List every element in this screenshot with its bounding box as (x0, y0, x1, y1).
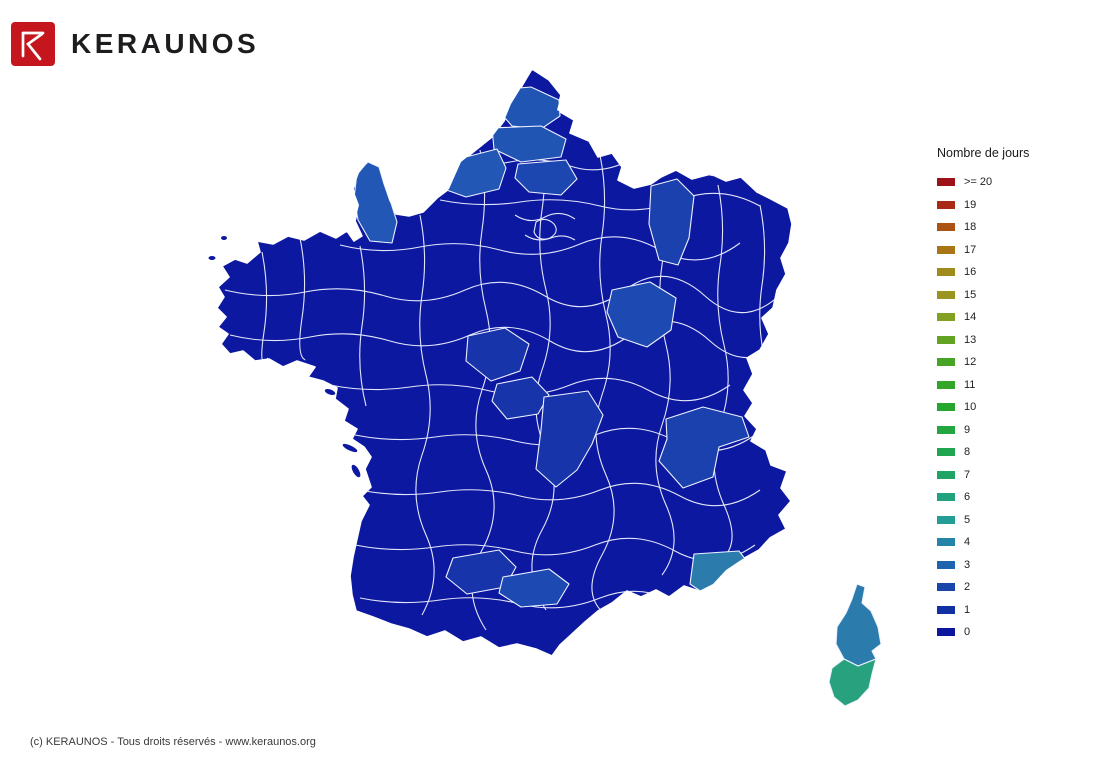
dept-isere-savoie (658, 406, 750, 489)
legend-swatch (937, 200, 955, 209)
legend-item: 11 (937, 374, 1029, 397)
brand-header: KERAUNOS (10, 21, 259, 67)
legend: Nombre de jours >= 20 19 18 17 16 15 14 … (937, 146, 1029, 644)
keraunos-logo-icon[interactable] (10, 21, 56, 67)
legend-item: 13 (937, 329, 1029, 352)
legend-item: 4 (937, 531, 1029, 554)
dept-creuse (491, 376, 550, 420)
legend-label: 19 (964, 198, 977, 211)
dept-indre (465, 327, 530, 382)
legend-label: 0 (964, 626, 971, 639)
legend-item: 0 (937, 621, 1029, 644)
legend-rows: >= 20 19 18 17 16 15 14 13 12 11 10 (937, 171, 1029, 644)
legend-label: 18 (964, 221, 977, 234)
legend-swatch (937, 560, 955, 569)
legend-item: 5 (937, 509, 1029, 532)
legend-item: >= 20 (937, 171, 1029, 194)
legend-label: 2 (964, 581, 971, 594)
legend-item: 16 (937, 261, 1029, 284)
legend-swatch (937, 403, 955, 412)
dept-haute-corse (835, 583, 882, 667)
legend-item: 14 (937, 306, 1029, 329)
legend-item: 7 (937, 464, 1029, 487)
legend-label: 17 (964, 243, 977, 256)
legend-swatch (937, 290, 955, 299)
legend-swatch (937, 245, 955, 254)
corsica (828, 583, 882, 707)
legend-swatch (937, 223, 955, 232)
copyright-text: (c) KERAUNOS - Tous droits réservés - ww… (30, 736, 316, 748)
brand-name: KERAUNOS (71, 28, 260, 59)
legend-swatch (937, 380, 955, 389)
legend-item: 1 (937, 599, 1029, 622)
legend-label: 3 (964, 558, 971, 571)
legend-label: 10 (964, 401, 977, 414)
legend-swatch (937, 425, 955, 434)
logo-k-glyph (21, 31, 45, 61)
atlantic-islands (208, 236, 361, 478)
legend-item: 3 (937, 554, 1029, 577)
dept-seine-maritime (437, 148, 507, 198)
legend-item: 9 (937, 419, 1029, 442)
dept-haute-marne (606, 281, 677, 348)
legend-item: 15 (937, 284, 1029, 307)
dept-meuse (648, 178, 695, 266)
legend-label: 14 (964, 311, 977, 324)
legend-label: 13 (964, 333, 977, 346)
legend-swatch (937, 538, 955, 547)
legend-item: 10 (937, 396, 1029, 419)
legend-swatch (937, 493, 955, 502)
legend-label: 9 (964, 423, 971, 436)
dept-aude (498, 568, 570, 608)
legend-swatch (937, 268, 955, 277)
legend-label: 16 (964, 266, 977, 279)
legend-label: 5 (964, 513, 971, 526)
legend-swatch (937, 358, 955, 367)
legend-swatch (937, 178, 955, 187)
legend-item: 8 (937, 441, 1029, 464)
legend-label: 11 (964, 378, 976, 391)
dept-corse-du-sud (828, 658, 877, 707)
legend-swatch (937, 313, 955, 322)
legend-label: 4 (964, 536, 971, 549)
legend-item: 6 (937, 486, 1029, 509)
legend-swatch (937, 628, 955, 637)
legend-swatch (937, 335, 955, 344)
legend-swatch (937, 448, 955, 457)
legend-swatch (937, 470, 955, 479)
highlighted-departments (353, 86, 754, 608)
legend-item: 19 (937, 194, 1029, 217)
legend-swatch (937, 605, 955, 614)
legend-swatch (937, 583, 955, 592)
legend-item: 12 (937, 351, 1029, 374)
legend-item: 2 (937, 576, 1029, 599)
legend-label: 12 (964, 356, 977, 369)
legend-label: 6 (964, 491, 971, 504)
legend-label: >= 20 (964, 176, 993, 189)
legend-item: 18 (937, 216, 1029, 239)
legend-label: 1 (964, 603, 971, 616)
dept-somme (491, 125, 567, 163)
legend-item: 17 (937, 239, 1029, 262)
legend-swatch (937, 515, 955, 524)
legend-label: 15 (964, 288, 977, 301)
dept-puy-de-dome-cantal (535, 390, 604, 488)
legend-label: 7 (964, 468, 971, 481)
dept-oise (514, 159, 578, 196)
legend-label: 8 (964, 446, 971, 459)
legend-title: Nombre de jours (937, 146, 1030, 160)
